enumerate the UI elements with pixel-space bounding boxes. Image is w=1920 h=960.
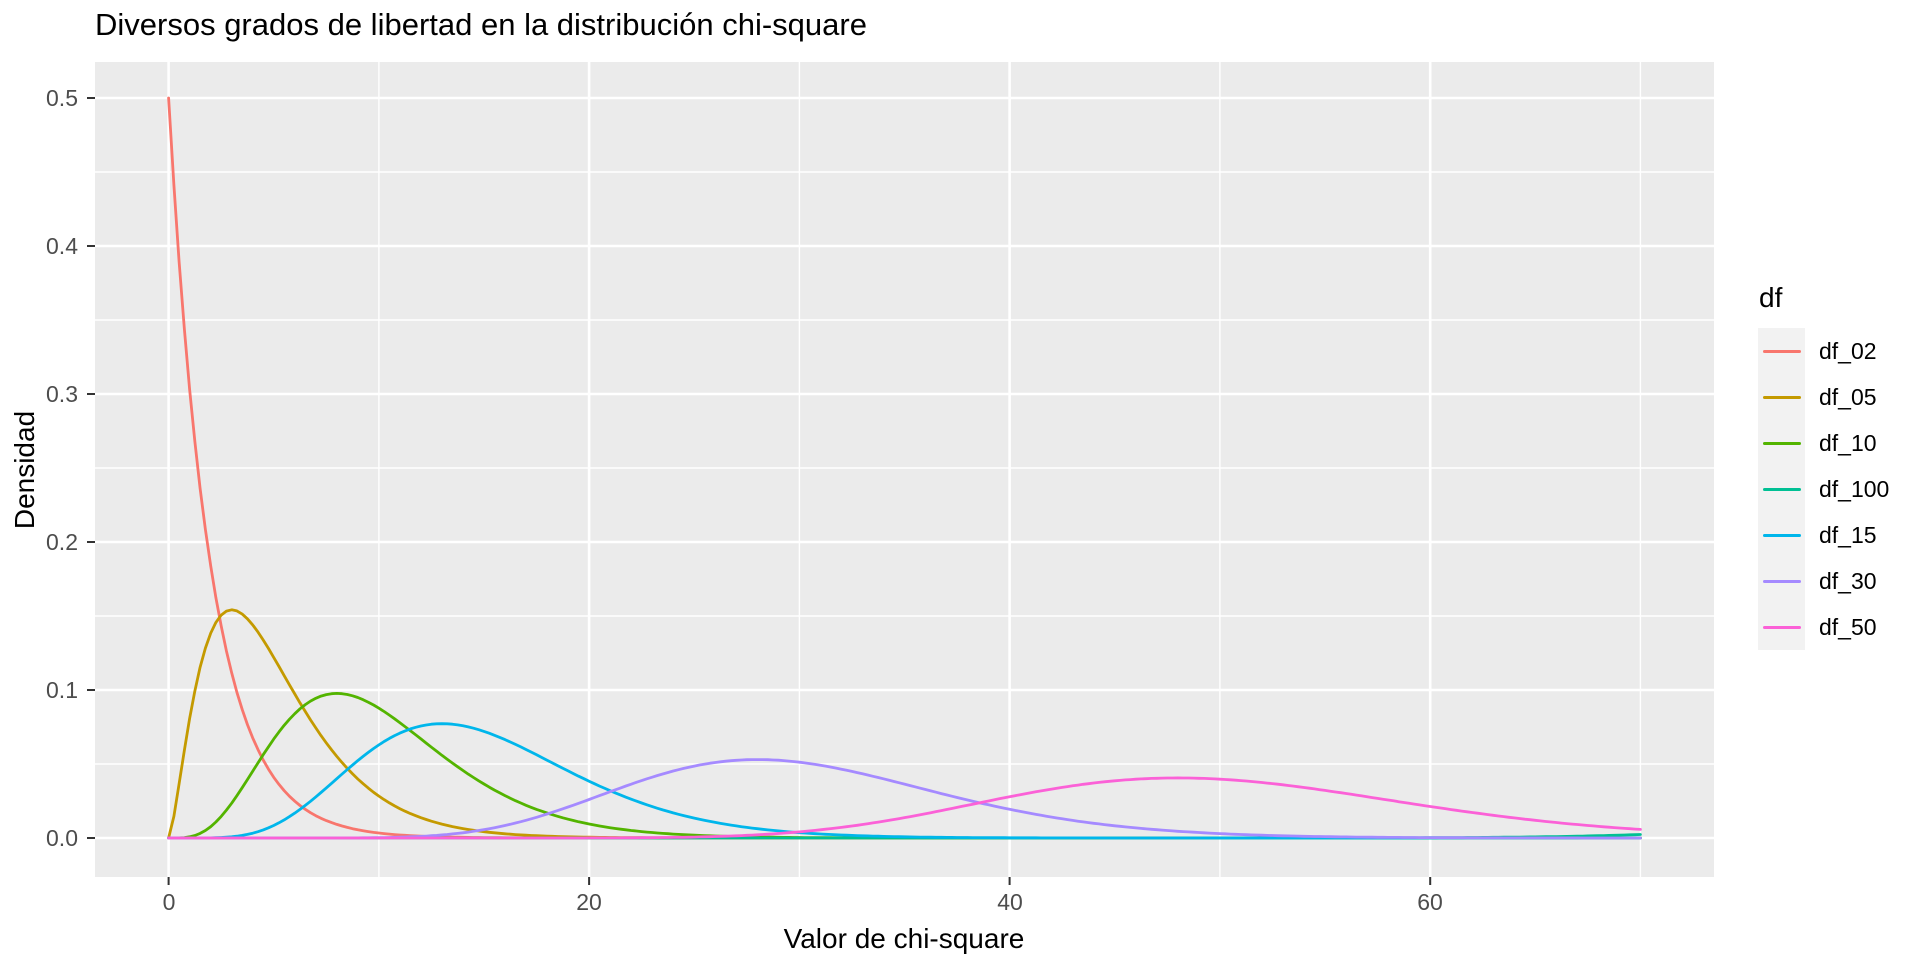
legend-key [1758,420,1805,466]
x-tick-label: 20 [576,889,602,915]
legend-item: df_10 [1758,420,1889,466]
legend-item-label: df_10 [1819,429,1877,456]
legend-item-label: df_15 [1819,521,1877,548]
y-tick-label: 0.3 [46,381,78,407]
legend-key-line [1763,441,1801,445]
legend-key-line [1763,625,1801,629]
legend-item-label: df_30 [1819,567,1877,594]
y-tick-label: 0.0 [46,825,78,851]
y-tick-label: 0.4 [46,233,78,259]
legend-item-label: df_50 [1819,613,1877,640]
y-axis-title: Densidad [9,410,40,530]
legend-key [1758,512,1805,558]
x-tick-label: 0 [162,889,176,915]
legend-key [1758,374,1805,420]
x-tick-label: 60 [1417,889,1443,915]
legend-key-line [1763,533,1801,537]
minor-gridlines [95,62,1714,877]
legend-item: df_100 [1758,466,1889,512]
x-tick-label: 40 [997,889,1023,915]
panel-background [95,62,1714,877]
legend-key-line [1763,395,1801,399]
legend-key [1758,466,1805,512]
legend-item-label: df_05 [1819,383,1877,410]
legend-item: df_05 [1758,374,1889,420]
legend-title: df [1759,282,1783,313]
legend-item-label: df_100 [1819,475,1890,502]
x-axis-title: Valor de chi-square [783,923,1025,954]
legend-key [1758,604,1805,650]
y-tick-label: 0.5 [46,85,78,111]
legend-item: df_02 [1758,328,1889,374]
legend-item-list: df_02 df_05 df_10 df_100 df_15 df_30 df_50 [1758,328,1889,650]
legend-key [1758,558,1805,604]
axis-ticks [87,97,1432,885]
legend-key-line [1763,579,1801,583]
legend-key-line [1763,487,1801,491]
y-tick-label: 0.1 [46,677,78,703]
plot-title: Diversos grados de libertad en la distri… [95,7,867,42]
legend-key-line [1763,349,1801,353]
y-tick-label: 0.2 [46,529,78,555]
legend-item: df_15 [1758,512,1889,558]
legend-item: df_30 [1758,558,1889,604]
curve-df_50 [167,776,1642,840]
legend-item-label: df_02 [1819,337,1877,364]
legend-key [1758,328,1805,374]
legend-item: df_50 [1758,604,1889,650]
